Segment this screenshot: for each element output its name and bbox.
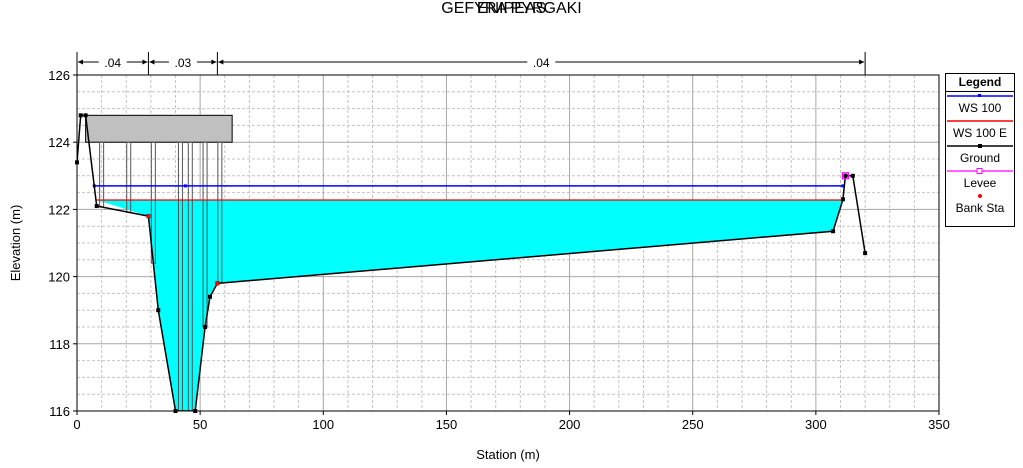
legend-item-bank-sta: Bank Sta <box>946 192 1014 217</box>
ground-point <box>203 325 208 329</box>
legend-label-ws100: WS 100 <box>958 101 1002 115</box>
bank-station-marker <box>215 281 220 286</box>
manning-arrow-right <box>142 59 148 65</box>
ground-point <box>840 197 845 202</box>
levee-marker <box>841 172 850 180</box>
legend: Legend WS 100 WS 100 E Ground Levee Bank… <box>945 73 1015 227</box>
legend-label-ws100e: WS 100 E <box>952 126 1008 140</box>
ground-point <box>83 113 88 118</box>
y-tick-label: 116 <box>49 404 70 419</box>
y-tick-label: 122 <box>48 202 70 217</box>
legend-item-ws100e: WS 100 E <box>946 117 1014 142</box>
x-tick-label: 150 <box>436 417 458 432</box>
bank-station-marker <box>146 214 151 219</box>
ground-point <box>156 308 161 313</box>
legend-label-ground: Ground <box>959 151 1001 165</box>
ground-point <box>78 113 83 118</box>
x-tick-label: 350 <box>928 417 950 432</box>
x-tick-label: 100 <box>312 417 334 432</box>
y-axis-label: Elevation (m) <box>8 205 23 282</box>
legend-label-levee: Levee <box>963 176 997 190</box>
x-tick-label: 300 <box>805 417 827 432</box>
ground-line <box>77 114 866 411</box>
y-tick-label: 126 <box>48 68 70 83</box>
legend-item-ws100: WS 100 <box>946 92 1014 117</box>
y-tick-label: 118 <box>49 337 70 352</box>
ws100-marker <box>183 184 187 188</box>
manning-arrow-left <box>218 59 224 65</box>
chart-subtitle: GEFYRA PYRGAKI <box>441 0 582 17</box>
ground-point <box>863 251 868 256</box>
legend-item-ground: Ground <box>946 142 1014 167</box>
ws100-marker <box>841 184 845 188</box>
ground-point <box>850 173 855 178</box>
water-fill <box>96 199 843 411</box>
bridge-deck <box>85 114 233 143</box>
x-tick-label: 250 <box>682 417 704 432</box>
ground-point <box>843 173 848 178</box>
manning-arrow-left <box>78 59 83 65</box>
x-tick-label: 200 <box>559 417 581 432</box>
ground-point <box>94 204 99 209</box>
manning-arrow-left <box>149 59 155 65</box>
manning-label-1: .04 <box>104 56 121 70</box>
x-axis-label: Station (m) <box>476 447 540 462</box>
x-tick-label: 0 <box>73 417 80 432</box>
ground-point <box>207 294 212 299</box>
manning-arrow-right <box>211 59 217 65</box>
manning-label-3: .04 <box>533 56 550 70</box>
chart-title: ENIPEAS <box>476 0 547 17</box>
x-tick-label: 50 <box>193 417 207 432</box>
plot-frame <box>76 74 940 412</box>
ground-point <box>831 229 836 234</box>
manning-label-2: .03 <box>175 56 192 70</box>
y-tick-label: 124 <box>48 135 70 150</box>
y-tick-label: 120 <box>48 270 70 285</box>
manning-arrow-right <box>859 59 865 65</box>
legend-label-bank-sta: Bank Sta <box>955 201 1005 215</box>
legend-item-levee: Levee <box>946 167 1014 192</box>
legend-title: Legend <box>946 74 1014 92</box>
